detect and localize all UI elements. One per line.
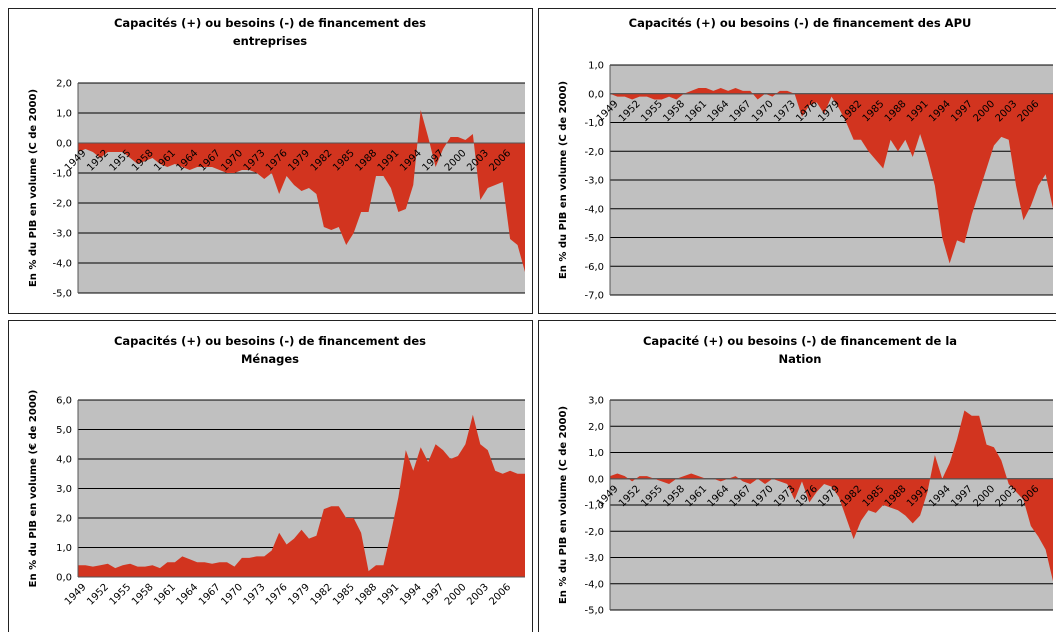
y-tick-label: 3,0: [56, 484, 72, 495]
y-tick-label: -7,0: [584, 291, 604, 302]
y-tick-label: 6,0: [56, 396, 72, 407]
panel-border: [8, 8, 533, 314]
y-axis-label: En % du PIB en volume (C de 2000): [558, 406, 569, 604]
chart-title: Capacités (+) ou besoins (-) de financem…: [114, 334, 426, 348]
chart-title: Nation: [779, 352, 822, 366]
y-tick-label: 0,0: [56, 139, 72, 150]
y-tick-label: -5,0: [584, 233, 604, 244]
y-tick-label: 4,0: [56, 455, 72, 466]
chart-title: Capacités (+) ou besoins (-) de financem…: [114, 16, 426, 30]
y-axis-label: En % du PIB en volume (€ de 2000): [28, 390, 39, 588]
y-tick-label: 1,0: [56, 109, 72, 120]
y-tick-label: 1,0: [588, 61, 604, 72]
area: [610, 88, 1053, 264]
y-tick-label: -6,0: [584, 262, 604, 273]
y-tick-label: -1,0: [584, 118, 604, 129]
y-tick-label: -4,0: [584, 204, 604, 215]
y-tick-label: -5,0: [584, 606, 604, 617]
y-tick-label: 2,0: [588, 422, 604, 433]
y-tick-label: 2,0: [56, 514, 72, 525]
y-tick-label: 0,0: [56, 573, 72, 584]
y-tick-label: 0,0: [588, 89, 604, 100]
panel-border: [538, 320, 1056, 632]
y-tick-label: -3,0: [52, 229, 72, 240]
y-tick-label: -1,0: [584, 501, 604, 512]
y-tick-label: -2,0: [584, 147, 604, 158]
y-axis-label: En % du PIB en volume (C de 2000): [28, 89, 39, 287]
y-tick-label: 1,0: [56, 543, 72, 554]
panel-border: [538, 8, 1056, 314]
y-tick-label: -4,0: [52, 259, 72, 270]
chart-title: Capacité (+) ou besoins (-) de financeme…: [643, 334, 957, 348]
y-tick-label: 2,0: [56, 79, 72, 90]
area: [78, 110, 525, 272]
y-tick-label: -1,0: [52, 169, 72, 180]
y-tick-label: 1,0: [588, 448, 604, 459]
y-tick-label: -4,0: [584, 579, 604, 590]
chart-title: Capacités (+) ou besoins (-) de financem…: [629, 16, 972, 30]
y-tick-label: -2,0: [584, 527, 604, 538]
y-tick-label: 3,0: [588, 396, 604, 407]
chart-title: Ménages: [241, 352, 299, 366]
y-tick-label: 5,0: [56, 425, 72, 436]
y-tick-label: -3,0: [584, 176, 604, 187]
y-tick-label: -5,0: [52, 289, 72, 300]
area: [78, 414, 525, 577]
y-tick-label: 0,0: [588, 474, 604, 485]
chart-title: entreprises: [233, 34, 307, 48]
panel-border: [8, 320, 533, 632]
y-axis-label: En % du PIB en volume (C de 2000): [558, 81, 569, 279]
y-tick-label: -3,0: [584, 553, 604, 564]
y-tick-label: -2,0: [52, 199, 72, 210]
